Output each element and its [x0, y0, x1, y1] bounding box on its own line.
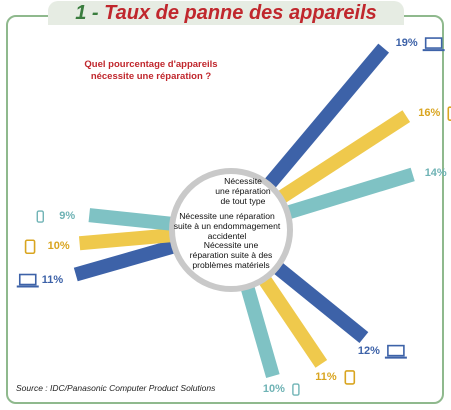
tablet-icon: [344, 370, 356, 385]
laptop-screen: [18, 273, 37, 286]
center-label-line: Nécessite: [224, 176, 262, 186]
phone-body: [36, 210, 44, 223]
center-label-line: une réparation: [215, 186, 271, 196]
center-circle: [169, 168, 293, 292]
center-label-line: réparation suite à des: [189, 250, 273, 260]
center-label-line: Nécessite une: [203, 240, 259, 250]
source-note: Source : IDC/Panasonic Computer Product …: [16, 383, 216, 393]
value-label-phone: 14%: [424, 167, 447, 180]
question-line-2: nécessite une réparation ?: [90, 71, 212, 82]
bar-phone-2: [238, 277, 280, 379]
bar-tablet-2: [253, 268, 328, 368]
title-number: 1 -: [75, 2, 99, 24]
center-label-3: Nécessite une réparation suite à des probl…: [176, 240, 286, 270]
laptop-icon: [384, 344, 407, 359]
center-label-line: suite à un endommagement: [173, 221, 281, 231]
value-label-laptop: 12%: [357, 344, 380, 357]
laptop-icon: [16, 273, 39, 288]
center-label-line: Nécessite une réparation: [179, 211, 275, 221]
page-title: 1 - Taux de panne des appareils: [75, 2, 377, 24]
tablet-body: [447, 106, 451, 121]
tablet-body: [344, 370, 356, 385]
bar-tablet-0: [269, 110, 411, 209]
center-label-line: problèmes matériels: [192, 260, 270, 270]
laptop-icon: [422, 37, 445, 52]
center-label-line: de tout type: [220, 196, 266, 206]
value-label-laptop: 19%: [395, 37, 418, 50]
value-label-tablet: 10%: [47, 240, 70, 253]
tablet-icon: [447, 106, 451, 121]
question-line-1: Quel pourcentage d'appareils: [84, 59, 218, 70]
value-label-phone: 10%: [262, 383, 285, 396]
value-label-tablet: 11%: [315, 370, 337, 383]
laptop-screen: [387, 344, 405, 357]
bar-laptop-0: [258, 43, 390, 196]
laptop-screen: [424, 37, 443, 49]
bar-phone-1: [88, 208, 182, 232]
center-label-2: Nécessite une réparation suite à un endom…: [172, 211, 282, 241]
center-label-line: accidentel: [207, 231, 247, 241]
center-label-1: Nécessite une réparation de tout type: [188, 176, 298, 206]
bar-laptop-1: [73, 237, 184, 282]
value-label-phone: 9%: [59, 210, 76, 223]
title-banner: 1 - Taux de panne des appareils: [48, 1, 404, 25]
value-label-tablet: 16%: [418, 107, 441, 120]
chart-question: Quel pourcentage d'appareils nécessite u…: [70, 59, 232, 83]
tablet-body: [24, 239, 36, 255]
bar-tablet-1: [78, 227, 181, 251]
phone-icon: [292, 383, 300, 396]
value-label-laptop: 11%: [41, 273, 64, 286]
title-text: Taux de panne des appareils: [104, 2, 377, 24]
tablet-icon: [24, 239, 36, 255]
bar-laptop-2: [266, 256, 369, 344]
bar-phone-0: [277, 167, 415, 222]
phone-body: [292, 383, 300, 396]
phone-icon: [36, 210, 44, 223]
